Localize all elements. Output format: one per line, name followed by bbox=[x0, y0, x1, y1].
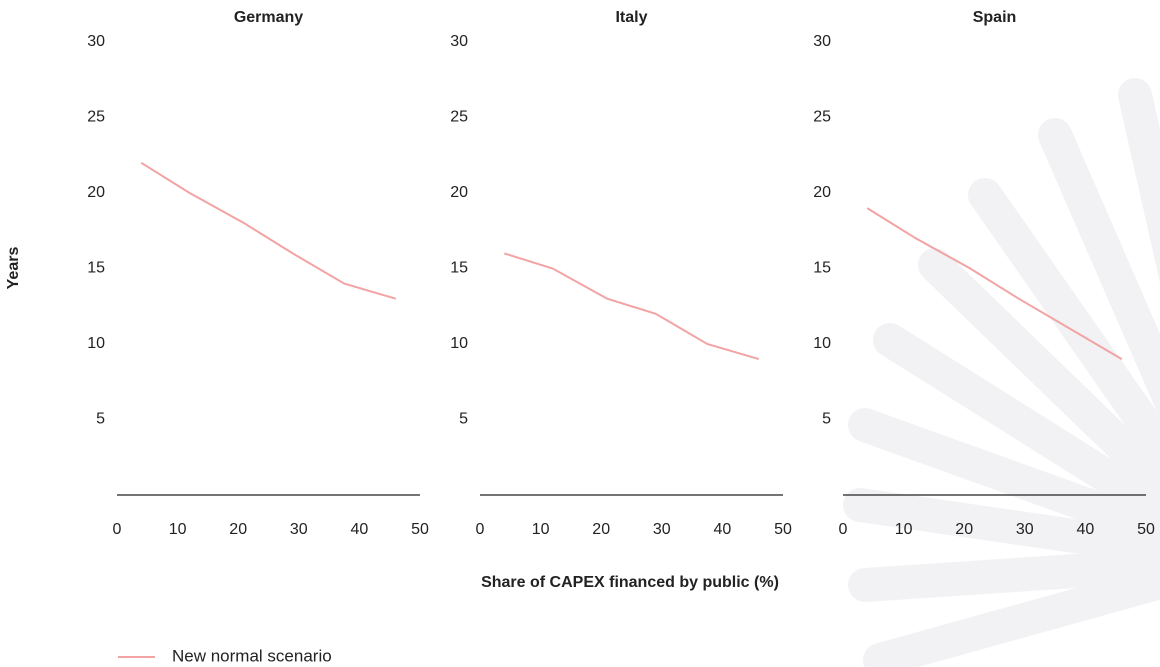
x-tick-label: 30 bbox=[290, 521, 308, 538]
x-tick-label: 50 bbox=[774, 521, 792, 538]
y-tick-label: 25 bbox=[813, 109, 831, 126]
x-tick-label: 10 bbox=[895, 521, 913, 538]
y-tick-label: 10 bbox=[813, 335, 831, 352]
x-tick-label: 20 bbox=[592, 521, 610, 538]
y-tick-label: 15 bbox=[450, 260, 468, 277]
x-axis-title: Share of CAPEX financed by public (%) bbox=[481, 574, 779, 591]
y-axis-title: Years bbox=[5, 247, 22, 290]
y-tick-label: 30 bbox=[450, 33, 468, 50]
y-tick-label: 20 bbox=[813, 184, 831, 201]
y-tick-label: 15 bbox=[813, 260, 831, 277]
chart: Years Share of CAPEX financed by public … bbox=[0, 0, 1160, 667]
x-tick-label: 20 bbox=[955, 521, 973, 538]
panel-title: Germany bbox=[234, 9, 303, 26]
y-tick-label: 10 bbox=[87, 335, 105, 352]
x-tick-label: 40 bbox=[1077, 521, 1095, 538]
y-tick-label: 5 bbox=[96, 411, 105, 428]
x-tick-label: 20 bbox=[229, 521, 247, 538]
y-tick-label: 25 bbox=[450, 109, 468, 126]
x-tick-label: 0 bbox=[476, 521, 485, 538]
x-tick-label: 30 bbox=[653, 521, 671, 538]
y-tick-label: 5 bbox=[822, 411, 831, 428]
y-tick-label: 10 bbox=[450, 335, 468, 352]
y-tick-label: 20 bbox=[450, 184, 468, 201]
panel-title: Italy bbox=[615, 9, 647, 26]
y-tick-label: 30 bbox=[87, 33, 105, 50]
data-line bbox=[141, 163, 396, 299]
x-tick-label: 50 bbox=[411, 521, 429, 538]
y-tick-label: 25 bbox=[87, 109, 105, 126]
x-tick-label: 40 bbox=[351, 521, 369, 538]
background-decoration bbox=[860, 95, 1160, 660]
x-tick-label: 50 bbox=[1137, 521, 1155, 538]
y-tick-label: 5 bbox=[459, 411, 468, 428]
y-tick-label: 20 bbox=[87, 184, 105, 201]
data-line bbox=[504, 253, 759, 359]
y-tick-label: 30 bbox=[813, 33, 831, 50]
x-tick-label: 30 bbox=[1016, 521, 1034, 538]
x-tick-label: 40 bbox=[714, 521, 732, 538]
x-tick-label: 10 bbox=[532, 521, 550, 538]
x-tick-label: 10 bbox=[169, 521, 187, 538]
x-tick-label: 0 bbox=[839, 521, 848, 538]
legend-label: New normal scenario bbox=[172, 646, 332, 665]
panel-title: Spain bbox=[973, 9, 1017, 26]
y-tick-label: 15 bbox=[87, 260, 105, 277]
x-tick-label: 0 bbox=[113, 521, 122, 538]
